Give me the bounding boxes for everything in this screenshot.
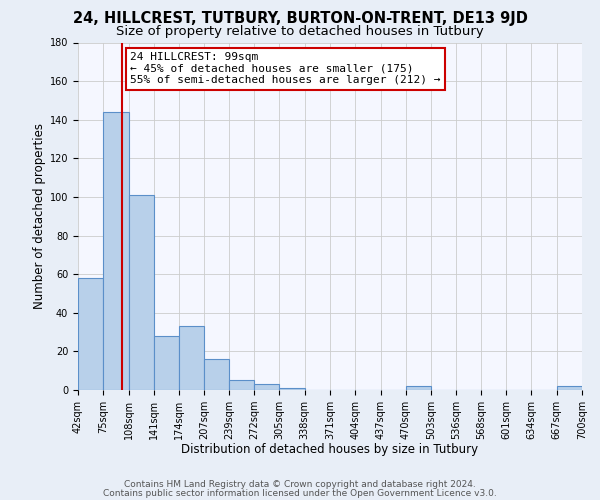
Bar	[154, 336, 179, 390]
Bar	[280, 388, 305, 390]
Bar	[557, 386, 582, 390]
Text: 24 HILLCREST: 99sqm
← 45% of detached houses are smaller (175)
55% of semi-detac: 24 HILLCREST: 99sqm ← 45% of detached ho…	[130, 52, 440, 86]
Bar	[205, 359, 229, 390]
Text: Size of property relative to detached houses in Tutbury: Size of property relative to detached ho…	[116, 25, 484, 38]
Bar	[103, 112, 128, 390]
X-axis label: Distribution of detached houses by size in Tutbury: Distribution of detached houses by size …	[181, 444, 479, 456]
Bar	[254, 384, 280, 390]
Bar	[179, 326, 205, 390]
Bar	[78, 278, 103, 390]
Y-axis label: Number of detached properties: Number of detached properties	[32, 123, 46, 309]
Text: Contains HM Land Registry data © Crown copyright and database right 2024.: Contains HM Land Registry data © Crown c…	[124, 480, 476, 489]
Bar	[406, 386, 431, 390]
Bar	[128, 195, 154, 390]
Bar	[229, 380, 254, 390]
Text: 24, HILLCREST, TUTBURY, BURTON-ON-TRENT, DE13 9JD: 24, HILLCREST, TUTBURY, BURTON-ON-TRENT,…	[73, 11, 527, 26]
Text: Contains public sector information licensed under the Open Government Licence v3: Contains public sector information licen…	[103, 488, 497, 498]
